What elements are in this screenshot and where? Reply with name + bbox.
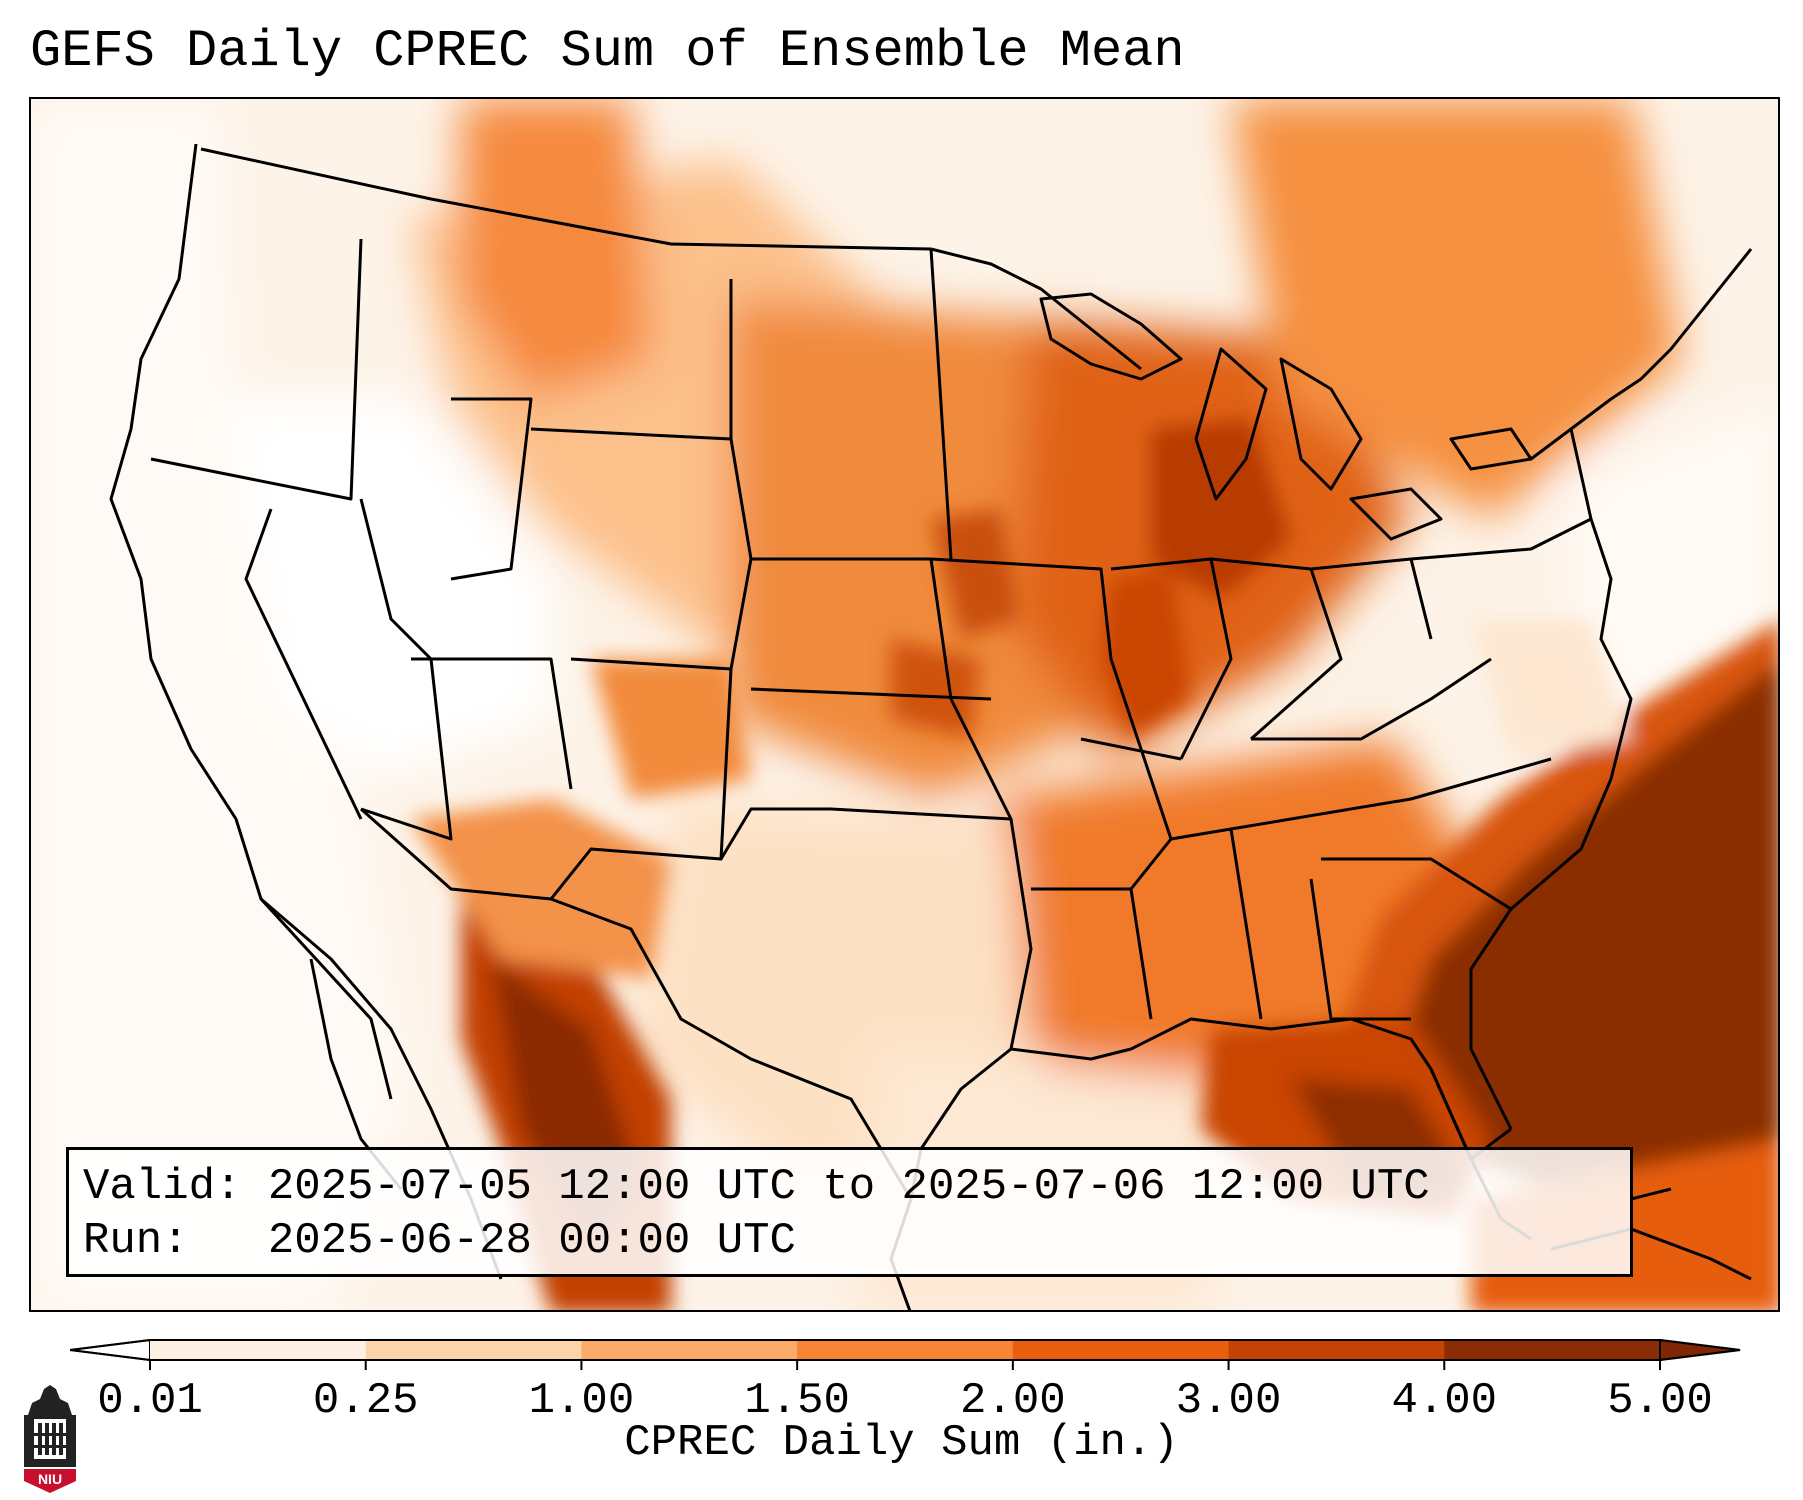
colorbar-over-arrow xyxy=(1659,1338,1741,1362)
valid-run-info-box: Valid: 2025-07-05 12:00 UTC to 2025-07-0… xyxy=(66,1147,1633,1277)
colorbar-tick-label: 2.00 xyxy=(960,1376,1066,1416)
colorbar-segment xyxy=(1228,1340,1445,1360)
colorbar-label: CPREC Daily Sum (in.) xyxy=(624,1418,1179,1468)
run-value: 2025-06-28 00:00 UTC xyxy=(267,1216,796,1266)
colorbar-segment xyxy=(150,1340,367,1360)
colorbar-tick-label: 0.01 xyxy=(97,1376,203,1416)
university-building-icon xyxy=(24,1385,76,1467)
colorbar-segment xyxy=(1012,1340,1230,1360)
colorbar-under-arrow xyxy=(70,1338,151,1362)
precipitation-map-canvas xyxy=(31,99,1778,1310)
niu-logo-text: NIU xyxy=(38,1471,62,1487)
colorbar-segment xyxy=(581,1340,798,1360)
colorbar-tick-label: 4.00 xyxy=(1391,1376,1497,1416)
niu-logo: NIU xyxy=(24,1385,76,1493)
map-title: GEFS Daily CPREC Sum of Ensemble Mean xyxy=(30,22,1185,81)
state-boundaries xyxy=(109,143,1753,1310)
colorbar-segment xyxy=(1444,1340,1661,1360)
valid-time-line: Valid: 2025-07-05 12:00 UTC to 2025-07-0… xyxy=(83,1160,1616,1214)
valid-value: 2025-07-05 12:00 UTC to 2025-07-06 12:00… xyxy=(267,1162,1430,1212)
colorbar-tick-label: 3.00 xyxy=(1176,1376,1282,1416)
colorbar-tick-label: 0.25 xyxy=(313,1376,419,1416)
colorbar-tick-label: 1.50 xyxy=(744,1376,850,1416)
colorbar-tick-label: 5.00 xyxy=(1607,1376,1713,1416)
precip-field xyxy=(31,99,1778,1310)
run-label: Run: xyxy=(83,1216,189,1266)
precipitation-map xyxy=(29,97,1780,1312)
valid-label: Valid: xyxy=(83,1162,242,1212)
colorbar-tick-label: 1.00 xyxy=(529,1376,635,1416)
colorbar: 0.01 0.25 1.00 1.50 2.00 3.00 4.00 5.00 xyxy=(70,1338,1741,1416)
colorbar-segments xyxy=(70,1338,1741,1362)
colorbar-segment xyxy=(797,1340,1014,1360)
run-time-line: Run: 2025-06-28 00:00 UTC xyxy=(83,1214,1616,1268)
colorbar-ticks: 0.01 0.25 1.00 1.50 2.00 3.00 4.00 5.00 xyxy=(97,1360,1713,1416)
colorbar-segment xyxy=(365,1340,582,1360)
